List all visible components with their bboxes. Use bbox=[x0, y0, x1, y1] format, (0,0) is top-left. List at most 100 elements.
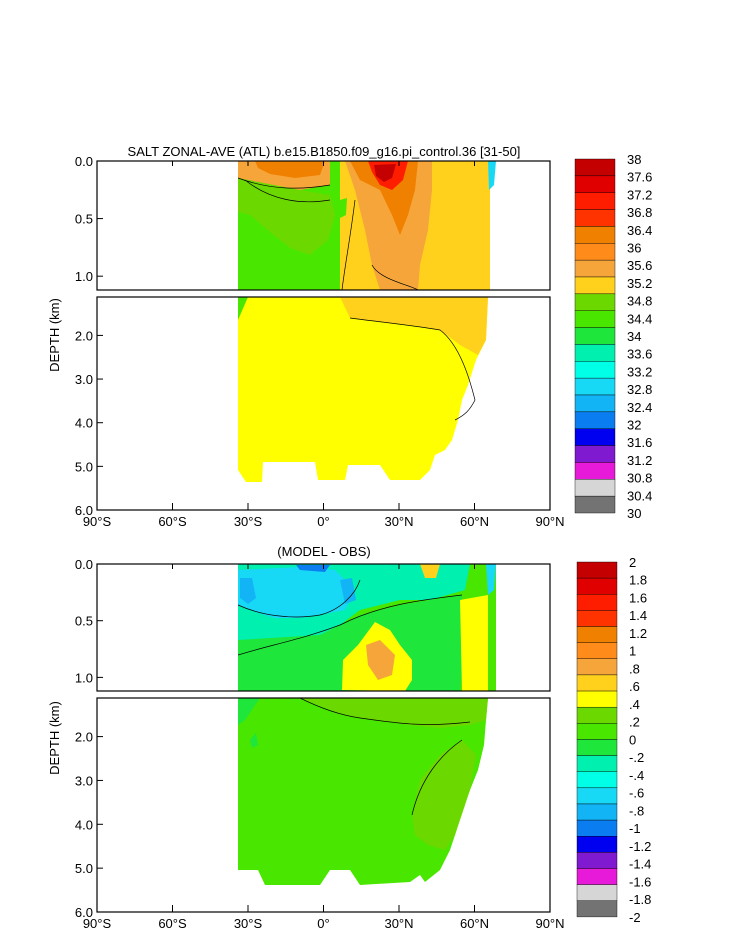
plot-2-y-ticks: 0.0 0.5 1.0 2.0 3.0 4.0 5.0 6.0 bbox=[75, 557, 103, 920]
colorbar-swatch bbox=[576, 739, 618, 756]
y-tick-label: 0.5 bbox=[75, 614, 93, 629]
colorbar-label: 34.8 bbox=[627, 294, 652, 309]
colorbar-swatch bbox=[576, 706, 618, 724]
y-tick-label: 6.0 bbox=[75, 503, 93, 518]
colorbar-swatch bbox=[576, 561, 618, 579]
colorbar-swatch bbox=[576, 836, 618, 853]
colorbar-label: 31.6 bbox=[627, 435, 652, 450]
colorbar-swatch bbox=[574, 226, 616, 244]
colorbar-label: 35.6 bbox=[627, 258, 652, 273]
colorbar-label: 33.6 bbox=[627, 347, 652, 362]
colorbar-swatch bbox=[574, 462, 616, 480]
colorbar-swatch bbox=[574, 259, 616, 278]
y-tick-label: 0.5 bbox=[75, 212, 93, 227]
colorbar-label: 35.2 bbox=[627, 276, 652, 291]
contour-line bbox=[299, 698, 471, 816]
colorbar-swatch bbox=[574, 276, 616, 295]
colorbar-label: 36.4 bbox=[627, 223, 652, 238]
y-tick-label: 0.0 bbox=[75, 154, 93, 169]
field-fill bbox=[460, 595, 488, 691]
colorbar-label: 34 bbox=[627, 329, 641, 344]
field-fill bbox=[238, 567, 355, 618]
x-tick-label: 60°S bbox=[158, 514, 187, 529]
colorbar-label: 1.6 bbox=[629, 590, 647, 605]
colorbar-swatch bbox=[574, 394, 616, 413]
colorbar-label: 30 bbox=[627, 506, 641, 521]
y-tick-label: 4.0 bbox=[75, 416, 93, 431]
colorbar-label: .2 bbox=[629, 715, 640, 730]
x-tick-label: 0° bbox=[317, 916, 329, 931]
colorbar-swatch bbox=[574, 361, 616, 379]
y-tick-label: 3.0 bbox=[75, 773, 93, 788]
colorbar-label: 36.8 bbox=[627, 205, 652, 220]
field-fill bbox=[412, 740, 476, 850]
colorbar-label: 37.2 bbox=[627, 187, 652, 202]
colorbar-swatch bbox=[576, 577, 618, 595]
colorbar-swatch bbox=[576, 819, 618, 837]
colorbar-label: 32.8 bbox=[627, 382, 652, 397]
colorbar-swatch bbox=[576, 755, 618, 772]
x-tick-label: 30°S bbox=[234, 514, 263, 529]
colorbar-swatch bbox=[574, 445, 616, 463]
field-fill bbox=[255, 161, 325, 178]
colorbar-swatch bbox=[574, 209, 616, 227]
colorbar-swatch bbox=[576, 610, 618, 627]
field-fill bbox=[250, 733, 258, 748]
plot-2-lower-field bbox=[238, 698, 488, 885]
colorbar-label: -2 bbox=[629, 910, 641, 925]
colorbar-swatch bbox=[574, 175, 616, 193]
colorbar-swatch bbox=[574, 243, 616, 261]
plot-1-x-ticks: 90°S 60°S 30°S 0° 30°N 60°N 90°N bbox=[83, 161, 565, 529]
colorbar-swatch bbox=[574, 293, 616, 311]
field-fill bbox=[374, 164, 396, 182]
colorbar-swatch bbox=[576, 690, 618, 708]
field-fill bbox=[238, 297, 248, 320]
plot-2-title: (MODEL - OBS) bbox=[277, 544, 370, 559]
colorbar-swatch bbox=[576, 884, 618, 901]
contour-line bbox=[349, 317, 476, 421]
x-tick-label: 60°N bbox=[460, 514, 489, 529]
colorbar-swatch bbox=[576, 900, 618, 918]
plot-2-upper-field bbox=[237, 564, 496, 691]
colorbar-label: 33.2 bbox=[627, 364, 652, 379]
x-tick-label: 30°N bbox=[384, 514, 413, 529]
x-tick-label: 90°N bbox=[535, 916, 564, 931]
plot-1-y-ticks: 0.0 0.5 1.0 2.0 3.0 4.0 5.0 6.0 bbox=[75, 154, 103, 518]
field-fill bbox=[296, 565, 330, 572]
colorbar-label: 1 bbox=[629, 644, 636, 659]
y-tick-label: 4.0 bbox=[75, 817, 93, 832]
x-tick-label: 60°S bbox=[158, 916, 187, 931]
colorbar-swatch bbox=[574, 495, 616, 514]
x-tick-label: 0° bbox=[317, 514, 329, 529]
colorbar-label: -1.6 bbox=[629, 874, 651, 889]
colorbar-swatch bbox=[574, 428, 616, 446]
colorbar-swatch bbox=[576, 852, 618, 869]
field-fill bbox=[340, 578, 356, 604]
field-fill bbox=[486, 564, 496, 595]
y-tick-label: 3.0 bbox=[75, 372, 93, 387]
plot-1-upper-field bbox=[237, 161, 496, 290]
colorbar-label: -.6 bbox=[629, 786, 644, 801]
colorbar-label: 30.4 bbox=[627, 488, 652, 503]
colorbar-swatch bbox=[576, 658, 618, 676]
colorbar-label: 1.4 bbox=[629, 608, 647, 623]
colorbar-label: 38 bbox=[627, 152, 641, 167]
plot-2-colorbar: 21.81.61.41.21.8.6.4.20-.2-.4-.6-.8-1-1.… bbox=[576, 555, 651, 925]
colorbar-label: .4 bbox=[629, 697, 640, 712]
x-tick-label: 90°S bbox=[83, 514, 112, 529]
x-tick-label: 30°N bbox=[384, 916, 413, 931]
y-tick-label: 5.0 bbox=[75, 861, 93, 876]
colorbar-label: -.2 bbox=[629, 750, 644, 765]
colorbar-swatch bbox=[574, 310, 616, 328]
field-fill bbox=[240, 578, 256, 604]
colorbar-swatch bbox=[576, 787, 618, 805]
field-fill bbox=[366, 640, 395, 680]
colorbar-swatch bbox=[574, 411, 616, 429]
colorbar-swatch bbox=[576, 723, 618, 740]
colorbar-label: 0 bbox=[629, 732, 636, 747]
colorbar-label: -1.4 bbox=[629, 857, 651, 872]
plot-2-ylabel: DEPTH (km) bbox=[47, 701, 62, 775]
colorbar-swatch bbox=[576, 642, 618, 659]
colorbar-swatch bbox=[576, 868, 618, 885]
colorbar-label: 37.6 bbox=[627, 170, 652, 185]
